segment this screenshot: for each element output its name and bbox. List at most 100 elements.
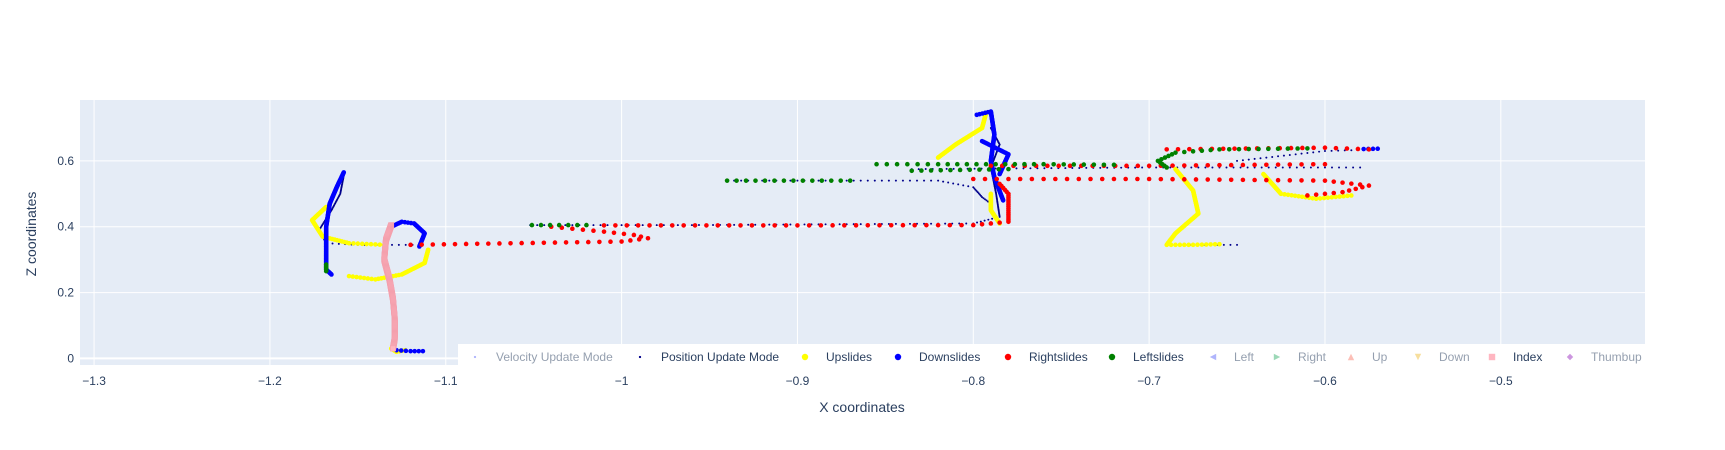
- data-point: [1124, 164, 1129, 169]
- data-point: [1271, 156, 1273, 158]
- data-point: [754, 224, 756, 226]
- data-point: [1323, 192, 1328, 197]
- data-point: [867, 180, 869, 182]
- data-point: [453, 242, 458, 247]
- data-point: [846, 180, 848, 182]
- data-point: [763, 178, 768, 183]
- data-point: [628, 238, 633, 243]
- data-point: [1301, 153, 1303, 155]
- data-point: [1236, 244, 1238, 246]
- data-point: [909, 180, 911, 182]
- data-point: [575, 240, 580, 245]
- data-point: [1170, 177, 1175, 182]
- data-point: [937, 180, 939, 182]
- data-point: [1141, 167, 1143, 169]
- legend-marker: [639, 356, 641, 358]
- data-point: [976, 222, 978, 224]
- data-point: [1190, 166, 1192, 168]
- data-point: [398, 244, 400, 246]
- data-point: [1277, 155, 1279, 157]
- data-point: [1340, 180, 1345, 185]
- data-point: [959, 223, 964, 228]
- legend-label: Right: [1298, 350, 1327, 364]
- data-point: [571, 224, 573, 226]
- y-tick-label: 0.6: [57, 154, 74, 168]
- data-point: [1041, 177, 1046, 182]
- legend-label: Upslides: [826, 350, 872, 364]
- data-point: [404, 349, 409, 354]
- data-point: [1191, 149, 1196, 154]
- legend-label: Up: [1372, 350, 1388, 364]
- data-point: [916, 180, 918, 182]
- data-point: [1242, 159, 1244, 161]
- data-point: [1275, 166, 1277, 168]
- data-point: [925, 168, 927, 170]
- data-point: [332, 243, 334, 245]
- data-point: [801, 178, 806, 183]
- data-point: [1169, 243, 1174, 248]
- data-point: [421, 349, 426, 354]
- data-point: [1283, 155, 1285, 157]
- data-point: [1331, 191, 1336, 196]
- data-point: [1338, 166, 1340, 168]
- legend-marker: [1109, 354, 1115, 360]
- legend: Velocity Update Mode Position Update Mode…: [458, 344, 1645, 371]
- x-tick-label: −1: [615, 374, 629, 388]
- data-point: [1053, 177, 1058, 182]
- data-point: [1205, 163, 1210, 168]
- legend-label: Velocity Update Mode: [496, 350, 613, 364]
- data-point: [698, 224, 700, 226]
- legend-marker: [1489, 354, 1495, 360]
- data-point: [1326, 195, 1331, 200]
- data-point: [860, 180, 862, 182]
- data-point: [1100, 177, 1105, 182]
- data-point: [902, 180, 904, 182]
- data-point: [957, 183, 959, 185]
- data-point: [750, 223, 755, 228]
- data-point: [497, 241, 502, 246]
- data-point: [923, 180, 925, 182]
- data-point: [557, 223, 562, 228]
- data-point: [591, 228, 596, 233]
- data-point: [946, 168, 948, 170]
- data-point: [621, 224, 623, 226]
- data-point: [1147, 177, 1152, 182]
- data-point: [915, 162, 920, 167]
- data-point: [996, 167, 1001, 172]
- data-point: [1331, 166, 1333, 168]
- data-point: [1182, 177, 1187, 182]
- data-point: [1022, 162, 1027, 167]
- data-point: [1217, 163, 1222, 168]
- data-point: [1006, 167, 1011, 172]
- data-point: [1360, 185, 1365, 190]
- data-point: [1286, 146, 1291, 151]
- data-point: [1331, 150, 1333, 152]
- data-point: [768, 224, 770, 226]
- data-point: [1341, 194, 1346, 199]
- data-point: [1289, 154, 1291, 156]
- data-point: [1276, 146, 1281, 151]
- data-point: [744, 178, 749, 183]
- data-point: [1311, 178, 1316, 183]
- data-point: [1287, 162, 1292, 167]
- data-point: [597, 240, 602, 245]
- data-point: [930, 223, 932, 225]
- data-point: [782, 178, 787, 183]
- data-point: [874, 162, 879, 167]
- data-point: [1331, 179, 1336, 184]
- data-point: [1050, 167, 1052, 169]
- data-point: [987, 167, 992, 172]
- legend-label: Position Update Mode: [661, 350, 779, 364]
- data-point: [1260, 157, 1262, 159]
- data-point: [901, 223, 906, 228]
- data-point: [1061, 162, 1066, 167]
- data-point: [1287, 178, 1292, 183]
- data-point: [926, 162, 931, 167]
- data-point: [796, 180, 798, 182]
- data-point: [584, 223, 589, 228]
- data-point: [639, 234, 644, 239]
- data-point: [1217, 147, 1222, 152]
- data-point: [1306, 152, 1308, 154]
- data-point: [391, 244, 393, 246]
